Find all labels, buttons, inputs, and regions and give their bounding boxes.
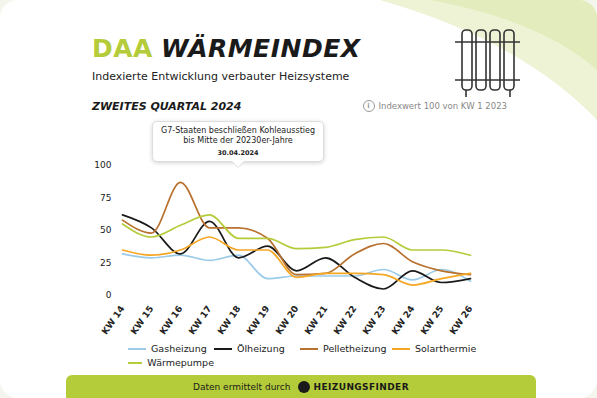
svg-text:KW 26: KW 26 bbox=[448, 304, 475, 336]
html-text:30.04.2024: 30.04.2024 bbox=[217, 149, 259, 157]
svg-text:50: 50 bbox=[100, 225, 112, 235]
html-text:G7-Staaten beschließen Kohleau: G7-Staaten beschließen Kohleausstieg bis… bbox=[161, 126, 315, 145]
html-text:Gasheizung: Gasheizung bbox=[151, 343, 207, 354]
svg-text:KW 17: KW 17 bbox=[187, 304, 214, 336]
svg-text:KW 23: KW 23 bbox=[361, 304, 388, 336]
svg-text:100: 100 bbox=[94, 160, 111, 170]
svg-text:KW 24: KW 24 bbox=[390, 304, 417, 336]
html-text:DAA WÄRMEINDEX: DAA WÄRMEINDEX bbox=[92, 34, 361, 63]
svg-text:KW 19: KW 19 bbox=[245, 304, 272, 336]
html-text:HEIZUNGSFINDER: HEIZUNGSFINDER bbox=[313, 381, 409, 392]
svg-text:KW 22: KW 22 bbox=[332, 304, 359, 336]
html-text:Indexierte Entwicklung verbaut: Indexierte Entwicklung verbauter Heizsys… bbox=[92, 70, 350, 83]
svg-text:KW 21: KW 21 bbox=[303, 304, 330, 336]
svg-text:KW 20: KW 20 bbox=[274, 304, 301, 336]
svg-text:25: 25 bbox=[100, 258, 111, 268]
svg-text:KW 25: KW 25 bbox=[419, 304, 446, 336]
svg-text:75: 75 bbox=[100, 193, 111, 203]
svg-text:0: 0 bbox=[106, 290, 112, 300]
html-text:Pelletheizung: Pelletheizung bbox=[323, 343, 387, 354]
svg-text:KW 18: KW 18 bbox=[216, 304, 243, 336]
html-text:Solarthermie: Solarthermie bbox=[415, 343, 477, 354]
svg-text:KW 15: KW 15 bbox=[129, 304, 156, 336]
svg-text:KW 16: KW 16 bbox=[158, 304, 185, 336]
html-text:i: i bbox=[367, 102, 370, 110]
html-text:Wärmepumpe: Wärmepumpe bbox=[147, 357, 214, 368]
html-text:ZWEITES QUARTAL 2024: ZWEITES QUARTAL 2024 bbox=[92, 100, 242, 113]
svg-text:KW 14: KW 14 bbox=[100, 304, 127, 336]
html-text:Ölheizung: Ölheizung bbox=[237, 343, 285, 354]
html-text:Indexwert 100 von KW 1 2023: Indexwert 100 von KW 1 2023 bbox=[378, 101, 507, 111]
html-text:Daten ermittelt durch: Daten ermittelt durch bbox=[193, 381, 291, 392]
